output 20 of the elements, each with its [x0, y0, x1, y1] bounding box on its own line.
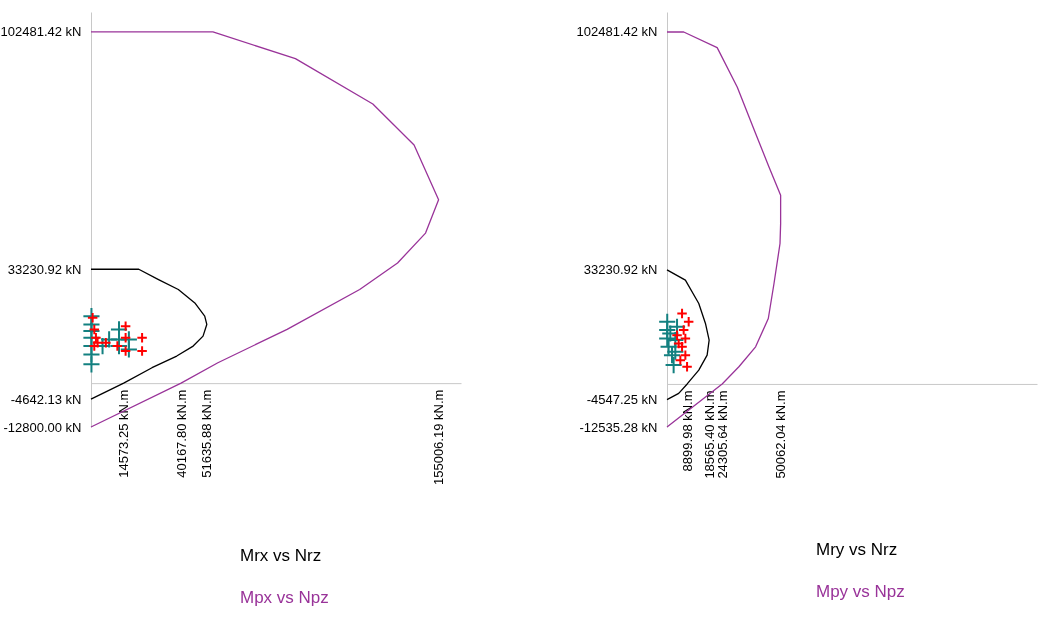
y-tick-label: -4642.13 kN — [10, 391, 82, 407]
y-tick-label: -12800.00 kN — [3, 419, 82, 435]
x-tick-label: 24305.64 kN.m — [714, 390, 730, 479]
y-tick-label: -12535.28 kN — [579, 419, 658, 435]
x-tick-label: 18565.40 kN.m — [701, 390, 717, 479]
x-tick-label: 8899.98 kN.m — [679, 390, 695, 472]
text: Mpy vs Npz — [816, 581, 905, 601]
x-tick-label: 50062.04 kN.m — [773, 390, 789, 479]
text: Mrx vs Nrz — [240, 545, 322, 565]
y-tick-label: -4547.25 kN — [586, 392, 658, 408]
y-tick-label: 102481.42 kN — [576, 24, 658, 40]
text: Mry vs Nrz — [816, 539, 898, 559]
x-tick-label: 14573.25 kN.m — [116, 389, 132, 478]
text: Mpx vs Npz — [240, 587, 329, 607]
y-tick-label: 102481.42 kN — [0, 24, 82, 40]
y-tick-label: 33230.92 kN — [7, 261, 82, 277]
y-tick-label: 33230.92 kN — [583, 262, 658, 278]
x-tick-label: 40167.80 kN.m — [173, 389, 189, 478]
x-tick-label: 155006.19 kN.m — [431, 389, 447, 486]
x-tick-label: 51635.88 kN.m — [199, 389, 215, 478]
